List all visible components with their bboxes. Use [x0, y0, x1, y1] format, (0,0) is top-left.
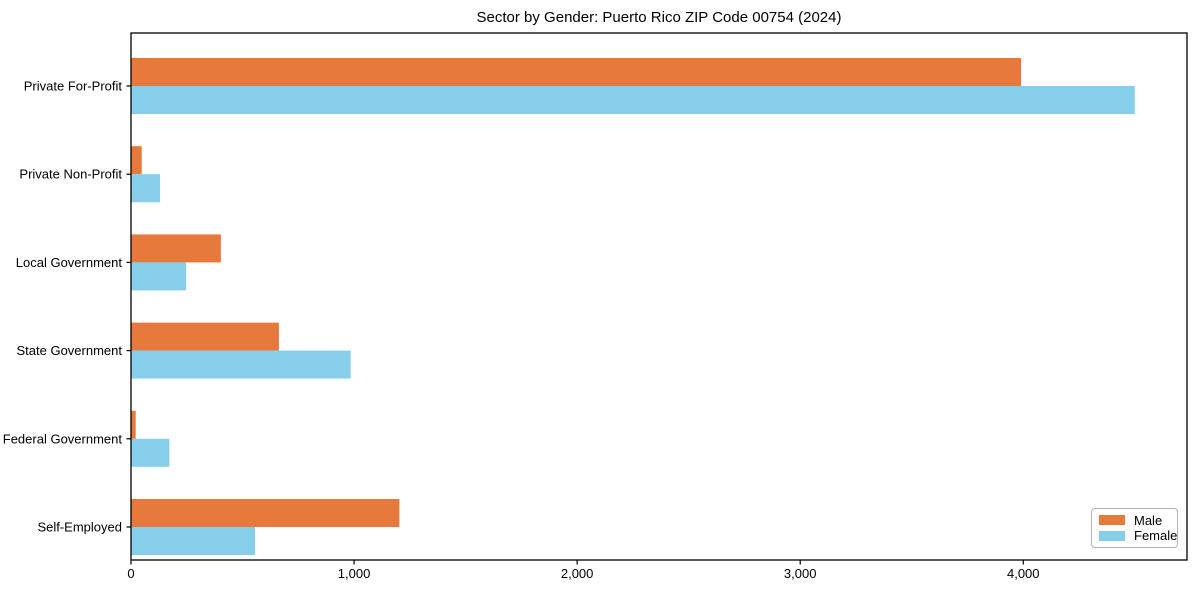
female-series-swatch	[1099, 530, 1125, 541]
bar-male-0	[131, 58, 1022, 86]
x-tick-label: 2,000	[561, 566, 594, 581]
legend-item-male: Male	[1099, 514, 1170, 527]
legend-label-male: Male	[1134, 512, 1163, 528]
legend: Male Female	[1091, 508, 1178, 548]
legend-label-female: Female	[1134, 528, 1178, 544]
bar-female-4	[131, 438, 170, 467]
y-tick-label: Private Non-Profit	[19, 167, 122, 182]
bar-female-0	[131, 86, 1135, 114]
bar-female-1	[131, 174, 160, 203]
bar-male-1	[131, 146, 142, 175]
male-series-swatch	[1099, 515, 1125, 526]
y-tick-label: Local Government	[16, 255, 123, 270]
y-tick-label: Self-Employed	[37, 520, 122, 535]
y-tick-label: State Government	[17, 343, 123, 358]
bar-female-2	[131, 262, 187, 291]
plot-border	[130, 32, 1188, 561]
bar-female-3	[131, 350, 351, 379]
legend-item-female: Female	[1099, 529, 1177, 542]
bar-female-5	[131, 527, 256, 555]
x-tick-label: 0	[127, 566, 134, 581]
y-tick-label: Federal Government	[3, 431, 123, 446]
chart-title: Sector by Gender: Puerto Rico ZIP Code 0…	[476, 9, 842, 26]
bar-male-2	[131, 234, 221, 263]
bar-male-3	[131, 322, 279, 351]
y-tick-label: Private For-Profit	[24, 79, 123, 94]
x-tick-label: 1,000	[338, 566, 371, 581]
bar-male-5	[131, 499, 400, 527]
bar-male-4	[131, 410, 136, 439]
x-tick-label: 3,000	[784, 566, 817, 581]
x-tick-label: 4,000	[1007, 566, 1040, 581]
